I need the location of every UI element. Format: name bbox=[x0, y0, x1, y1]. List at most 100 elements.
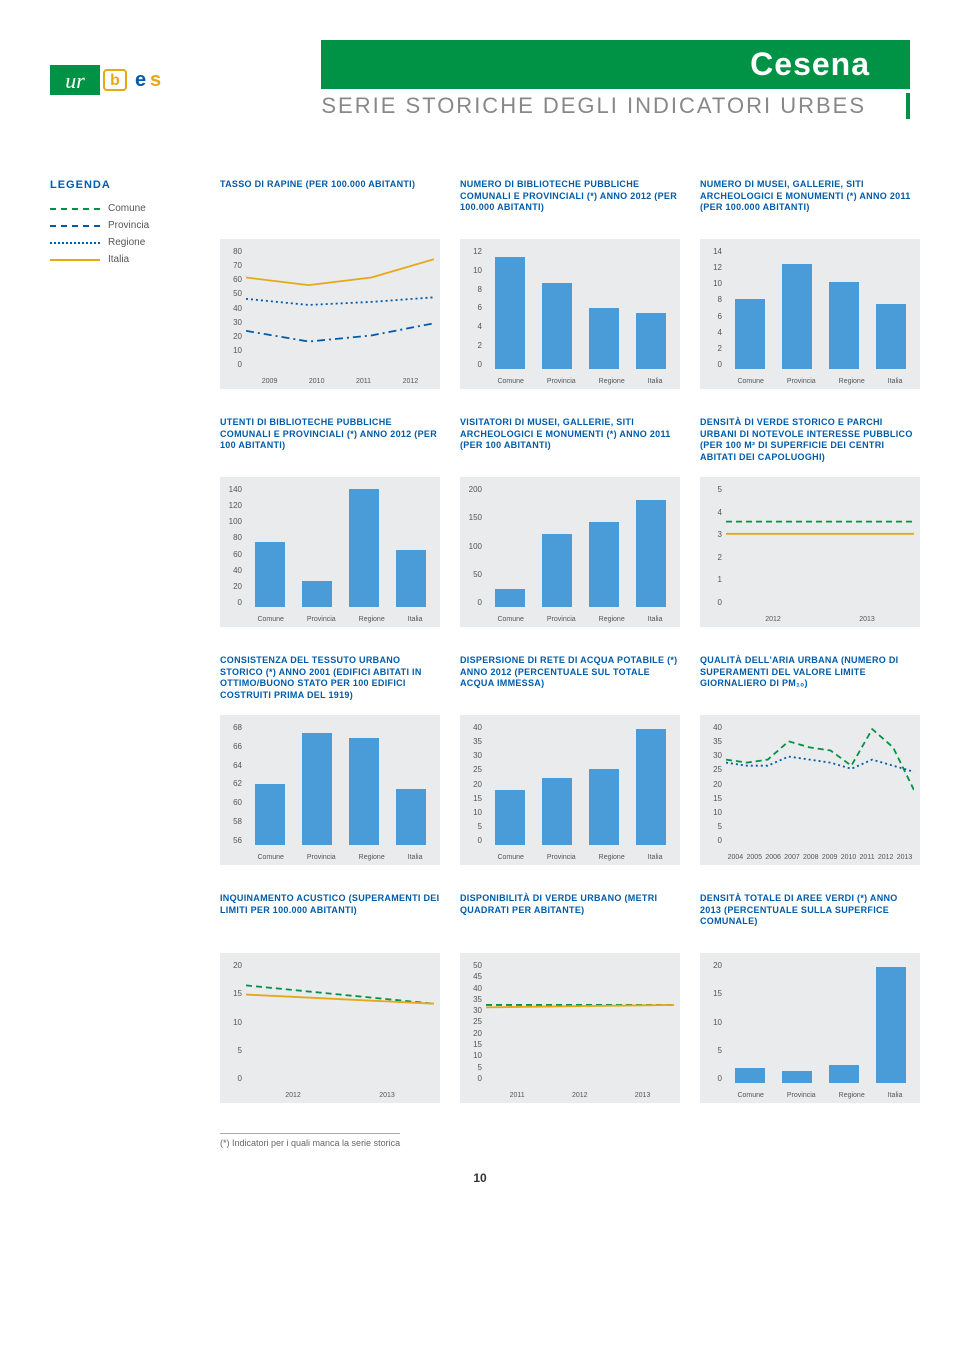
bar bbox=[735, 1068, 765, 1083]
x-tick: 2013 bbox=[379, 1092, 395, 1099]
x-tick: 2013 bbox=[897, 854, 913, 861]
y-tick: 15 bbox=[464, 1040, 482, 1049]
y-tick: 140 bbox=[224, 485, 242, 494]
legend-item: Comune bbox=[50, 203, 200, 214]
x-tick: 2007 bbox=[784, 854, 800, 861]
y-tick: 5 bbox=[704, 485, 722, 494]
y-tick: 15 bbox=[704, 989, 722, 998]
x-tick: 2013 bbox=[859, 616, 875, 623]
chart-title: VISITATORI DI MUSEI, GALLERIE, SITI ARCH… bbox=[460, 417, 680, 471]
legend-title: LEGENDA bbox=[50, 179, 200, 191]
chart-title: QUALITÀ DELL'ARIA URBANA (NUMERO DI SUPE… bbox=[700, 655, 920, 709]
y-tick: 40 bbox=[224, 566, 242, 575]
y-tick: 5 bbox=[704, 822, 722, 831]
y-tick: 8 bbox=[704, 295, 722, 304]
bar bbox=[495, 790, 525, 845]
y-tick: 68 bbox=[224, 723, 242, 732]
x-tick: Comune bbox=[257, 854, 283, 861]
chart-title: TASSO DI RAPINE (PER 100.000 ABITANTI) bbox=[220, 179, 440, 233]
y-tick: 30 bbox=[704, 751, 722, 760]
bar bbox=[636, 500, 666, 607]
y-tick: 10 bbox=[704, 808, 722, 817]
x-tick: 2004 bbox=[728, 854, 744, 861]
x-tick: 2008 bbox=[803, 854, 819, 861]
bar bbox=[542, 283, 572, 369]
bar bbox=[636, 729, 666, 845]
page-header: ur b e s Cesena SERIE STORICHE DEGLI IND… bbox=[50, 40, 910, 119]
y-tick: 4 bbox=[704, 508, 722, 517]
x-tick: Regione bbox=[599, 378, 625, 385]
y-tick: 50 bbox=[464, 961, 482, 970]
y-tick: 40 bbox=[464, 723, 482, 732]
series-line bbox=[246, 995, 434, 1004]
y-tick: 25 bbox=[464, 765, 482, 774]
x-tick: Regione bbox=[599, 616, 625, 623]
y-tick: 0 bbox=[704, 836, 722, 845]
series-line bbox=[246, 297, 434, 305]
x-tick: Italia bbox=[888, 1092, 903, 1099]
chart-plot: 4035302520151050ComuneProvinciaRegioneIt… bbox=[460, 715, 680, 865]
y-tick: 10 bbox=[704, 279, 722, 288]
y-tick: 20 bbox=[224, 582, 242, 591]
y-tick: 20 bbox=[464, 780, 482, 789]
x-tick: Italia bbox=[408, 854, 423, 861]
chart-tile: UTENTI DI BIBLIOTECHE PUBBLICHE COMUNALI… bbox=[220, 417, 440, 627]
y-tick: 1 bbox=[704, 575, 722, 584]
y-tick: 58 bbox=[224, 817, 242, 826]
y-tick: 80 bbox=[224, 247, 242, 256]
chart-tile: DISPONIBILITÀ DI VERDE URBANO (METRI QUA… bbox=[460, 893, 680, 1103]
chart-tile: INQUINAMENTO ACUSTICO (SUPERAMENTI DEI L… bbox=[220, 893, 440, 1103]
y-tick: 25 bbox=[704, 765, 722, 774]
y-tick: 0 bbox=[464, 598, 482, 607]
chart-plot: 68666462605856ComuneProvinciaRegioneItal… bbox=[220, 715, 440, 865]
x-tick: 2012 bbox=[572, 1092, 588, 1099]
y-tick: 4 bbox=[704, 328, 722, 337]
bar bbox=[396, 789, 426, 845]
chart-title: INQUINAMENTO ACUSTICO (SUPERAMENTI DEI L… bbox=[220, 893, 440, 947]
y-tick: 35 bbox=[464, 737, 482, 746]
chart-tile: TASSO DI RAPINE (PER 100.000 ABITANTI) 80… bbox=[220, 179, 440, 389]
y-tick: 10 bbox=[224, 346, 242, 355]
chart-plot: 200150100500ComuneProvinciaRegioneItalia bbox=[460, 477, 680, 627]
y-tick: 0 bbox=[464, 836, 482, 845]
y-tick: 50 bbox=[224, 289, 242, 298]
y-tick: 2 bbox=[464, 341, 482, 350]
y-tick: 60 bbox=[224, 550, 242, 559]
x-tick: Comune bbox=[497, 616, 523, 623]
bar bbox=[495, 257, 525, 369]
y-tick: 62 bbox=[224, 779, 242, 788]
bar bbox=[495, 589, 525, 607]
chart-tile: NUMERO DI MUSEI, GALLERIE, SITI ARCHEOLO… bbox=[700, 179, 920, 389]
chart-tile: DISPERSIONE DI RETE DI ACQUA POTABILE (*… bbox=[460, 655, 680, 865]
y-tick: 25 bbox=[464, 1017, 482, 1026]
bar bbox=[255, 784, 285, 845]
y-tick: 6 bbox=[704, 312, 722, 321]
y-tick: 20 bbox=[704, 961, 722, 970]
y-tick: 10 bbox=[224, 1018, 242, 1027]
x-tick: Comune bbox=[497, 854, 523, 861]
chart-tile: DENSITÀ DI VERDE STORICO E PARCHI URBANI… bbox=[700, 417, 920, 627]
x-tick: 2011 bbox=[860, 854, 875, 861]
bar bbox=[349, 489, 379, 607]
y-tick: 2 bbox=[704, 344, 722, 353]
chart-plot: 14121086420ComuneProvinciaRegioneItalia bbox=[700, 239, 920, 389]
y-tick: 15 bbox=[704, 794, 722, 803]
bar bbox=[349, 738, 379, 845]
y-tick: 66 bbox=[224, 742, 242, 751]
bar bbox=[735, 299, 765, 369]
x-tick: 2011 bbox=[510, 1092, 525, 1099]
bar bbox=[589, 769, 619, 845]
y-tick: 5 bbox=[224, 1046, 242, 1055]
y-tick: 12 bbox=[704, 263, 722, 272]
x-tick: Provincia bbox=[547, 378, 576, 385]
x-tick: Italia bbox=[648, 616, 663, 623]
y-tick: 30 bbox=[224, 318, 242, 327]
bar bbox=[829, 282, 859, 369]
bar bbox=[829, 1065, 859, 1083]
x-tick: Comune bbox=[497, 378, 523, 385]
chart-title: DISPONIBILITÀ DI VERDE URBANO (METRI QUA… bbox=[460, 893, 680, 947]
y-tick: 60 bbox=[224, 798, 242, 807]
bar bbox=[589, 522, 619, 607]
chart-title: CONSISTENZA DEL TESSUTO URBANO STORICO (… bbox=[220, 655, 440, 709]
x-tick: 2013 bbox=[635, 1092, 651, 1099]
